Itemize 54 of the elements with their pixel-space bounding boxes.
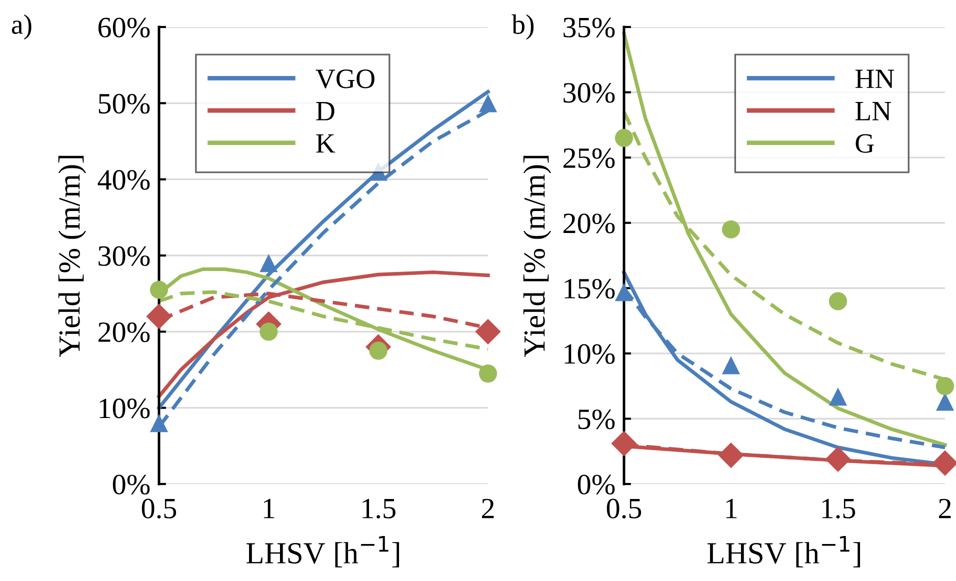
- line-series: [622, 32, 947, 447]
- x-tick-label: 1.5: [822, 498, 856, 519]
- legend-label: K: [316, 134, 336, 153]
- y-axis-title: Yield [% (m/m)]: [58, 156, 86, 357]
- y-axis-title: Yield [% (m/m)]: [523, 156, 552, 357]
- x-tick-label: 2: [482, 498, 494, 518]
- y-tick-label: 35%: [564, 18, 615, 38]
- y-tick-label: 10%: [100, 398, 150, 418]
- point: [614, 283, 634, 302]
- y-tick-label: 30%: [98, 246, 150, 266]
- line-series: [157, 270, 490, 398]
- y-tick-label: 0%: [112, 474, 150, 494]
- y-tick-label: 25%: [563, 148, 615, 168]
- y-tick-label: 40%: [98, 170, 150, 190]
- point: [828, 292, 848, 310]
- y-tick-label: 20%: [98, 322, 150, 342]
- point: [718, 442, 744, 468]
- point: [478, 364, 498, 383]
- x-tick-label: 1.5: [362, 498, 396, 519]
- y-tick-label: 0%: [578, 474, 615, 494]
- legend-label: HN: [855, 70, 894, 88]
- point: [260, 322, 278, 341]
- x-tick-label: 1: [264, 498, 274, 518]
- point: [828, 387, 848, 406]
- legend-label: LN: [855, 102, 892, 120]
- point: [614, 128, 634, 148]
- point: [150, 414, 168, 432]
- y-tick-label: 60%: [98, 18, 150, 38]
- point: [260, 254, 278, 272]
- y-tick-label: 30%: [564, 83, 615, 103]
- point: [611, 430, 637, 456]
- point: [936, 377, 954, 396]
- x-tick-label: 2: [938, 498, 951, 518]
- legend-label: G: [856, 134, 874, 153]
- point: [478, 94, 498, 112]
- chart-title: a): [12, 14, 32, 40]
- chart-title: b): [512, 14, 534, 40]
- legend-label: D: [316, 102, 334, 120]
- y-tick-label: 20%: [563, 214, 615, 234]
- x-tick-label: 1: [726, 498, 737, 518]
- point: [825, 446, 851, 472]
- x-axis-title: LHSV [h$^{−1}$]: [707, 536, 860, 568]
- x-tick-label: 0.5: [606, 498, 642, 519]
- point: [150, 280, 168, 299]
- y-tick-label: 10%: [564, 344, 615, 364]
- y-tick-label: 5%: [578, 409, 615, 430]
- point: [475, 318, 501, 344]
- y-tick-label: 50%: [98, 94, 150, 114]
- x-tick-label: 0.5: [142, 498, 176, 519]
- point: [722, 220, 740, 238]
- point: [722, 356, 740, 374]
- legend-label: VGO: [316, 70, 374, 88]
- y-tick-label: 15%: [564, 278, 615, 299]
- x-axis-title: LHSV [h$^{−1}$]: [246, 536, 400, 568]
